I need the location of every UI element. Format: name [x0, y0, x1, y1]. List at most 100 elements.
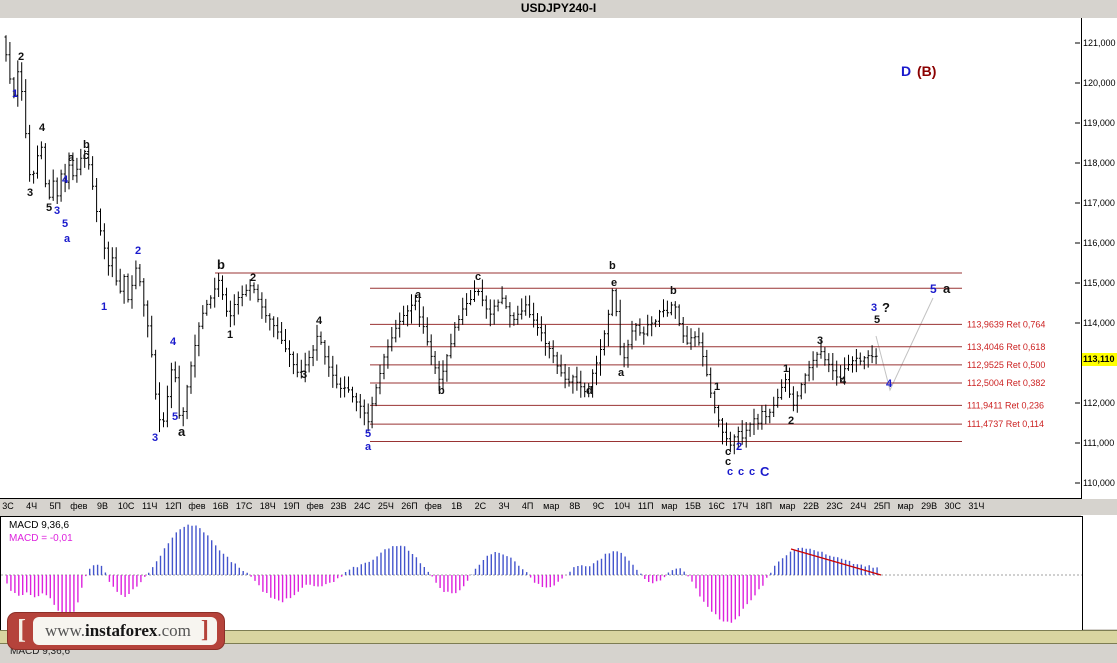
time-axis-label: 3Ч: [498, 501, 510, 511]
wave-label: c: [83, 150, 89, 162]
time-axis-label: 9В: [96, 501, 108, 511]
time-axis-label: 23В: [330, 501, 347, 511]
wave-label: b: [217, 257, 225, 272]
horizontal-scrollbar[interactable]: [0, 630, 1117, 644]
wave-label: 1: [12, 88, 18, 100]
wave-label: a: [943, 281, 951, 296]
wave-label: 3: [152, 432, 158, 444]
price-axis[interactable]: 113,110 121,000 120,000 119,000 118,000 117,…: [1081, 18, 1117, 629]
time-axis-label: фев: [424, 501, 442, 511]
time-axis-label: 4П: [521, 501, 534, 511]
wave-label: 3: [27, 187, 33, 199]
time-axis-label: мар: [897, 501, 914, 511]
price-axis-label: 116,000: [1083, 238, 1115, 248]
time-axis-label: 11Ч: [142, 501, 158, 511]
wave-label: b: [438, 385, 445, 397]
fib-label: 111,4737 Ret 0,114: [967, 419, 1044, 429]
macd-trendline: [790, 548, 882, 576]
wave-label: 5: [172, 411, 178, 423]
wave-label: b: [83, 139, 90, 151]
wave-label: 1: [714, 381, 720, 393]
price-axis-label: 115,000: [1083, 278, 1115, 288]
wave-label: ?: [882, 300, 890, 315]
fib-label: 112,9525 Ret 0,500: [967, 360, 1045, 370]
time-axis-label: фев: [306, 501, 324, 511]
wave-label: a: [68, 152, 75, 164]
time-axis-label: 25П: [873, 501, 891, 511]
wave-label: a: [365, 441, 372, 453]
wave-label: e: [611, 277, 617, 289]
macd-histogram-layer: [1, 524, 1082, 623]
wave-label: 3: [54, 205, 60, 217]
wave-label: 4: [62, 174, 69, 186]
wave-label: 5: [46, 202, 52, 214]
wave-label: c: [475, 271, 481, 283]
price-axis-label: 114,000: [1083, 318, 1115, 328]
time-axis-label: 15В: [684, 501, 701, 511]
time-axis-label: 17С: [235, 501, 253, 511]
wave-label: a: [64, 233, 71, 245]
time-axis-label: 3С: [2, 501, 14, 511]
wave-label: a: [618, 367, 625, 379]
wave-label: 1: [783, 363, 789, 375]
time-axis-label: 29В: [921, 501, 938, 511]
wave-label: c: [725, 446, 731, 458]
projection-path: [875, 297, 934, 392]
time-axis-label: 10Ч: [614, 501, 631, 511]
time-axis-label: мар: [779, 501, 796, 511]
wave-label: 4: [886, 378, 893, 390]
logo-url: www. instaforex .com ]: [33, 617, 217, 645]
time-axis-label: 30С: [944, 501, 962, 511]
wave-label: c: [738, 466, 744, 478]
fib-label: 112,5004 Ret 0,382: [967, 378, 1045, 388]
time-axis-label: 5П: [49, 501, 61, 511]
macd-negative-bars: [6, 575, 768, 623]
wave-label: 2: [736, 441, 742, 453]
time-axis-label: 24С: [354, 501, 371, 511]
wave-label: 4: [840, 375, 847, 387]
time-axis-label: 12П: [165, 501, 182, 511]
wave-label: c: [727, 466, 733, 478]
time-axis[interactable]: 3С 4Ч 5П фев 9В 10С 11Ч 12П фев 16В 17С 18Ч 19П фев 23…: [0, 499, 1117, 515]
wave-label: 4: [170, 336, 177, 348]
wave-label: 3: [301, 369, 307, 381]
time-axis-label: 10С: [117, 501, 135, 511]
macd-panel[interactable]: MACD 9,36,6 MACD = -0,01: [0, 516, 1083, 631]
ohlc-bars: [4, 35, 878, 455]
time-axis-label: 8В: [569, 501, 581, 511]
wave-label: 5: [874, 314, 880, 326]
chart-canvas[interactable]: 113,9639 Ret 0,764 113,4046 Ret 0,618 112,…: [0, 18, 1082, 499]
time-axis-label: 22В: [803, 501, 820, 511]
time-axis-label: мар: [543, 501, 560, 511]
wave-label: 4: [39, 122, 46, 134]
macd-indicator-label: MACD 9,36,6: [9, 520, 70, 531]
wave-label: C: [760, 464, 770, 479]
wave-label: 1: [227, 329, 233, 341]
wave-label: 4: [316, 315, 323, 327]
fib-label: 111,9411 Ret 0,236: [967, 400, 1044, 410]
wave-label: d: [586, 385, 593, 397]
time-axis-label: 11П: [637, 501, 654, 511]
wave-label: D: [901, 63, 911, 79]
logo-open-bracket: [: [17, 614, 26, 644]
time-axis-label: 1В: [451, 501, 463, 511]
time-axis-label: 26П: [401, 501, 418, 511]
wave-label: 5: [62, 218, 68, 230]
time-axis-label: 18Ч: [259, 501, 276, 511]
time-axis-label: фев: [188, 501, 206, 511]
macd-value-label: MACD = -0,01: [9, 533, 73, 544]
wave-label: 2: [18, 51, 24, 63]
wave-label: c: [749, 466, 755, 478]
time-axis-label: 4Ч: [26, 501, 38, 511]
current-price-tag: 113,110: [1081, 352, 1117, 366]
time-axis-label: фев: [70, 501, 88, 511]
page-title: USDJPY240-I: [520, 1, 597, 15]
time-axis-label: 16В: [212, 501, 229, 511]
instaforex-logo: [ www. instaforex .com ]: [8, 613, 224, 649]
price-axis-label: 112,000: [1083, 398, 1115, 408]
time-axis-label: 2С: [474, 501, 487, 511]
wave-label: a: [415, 289, 422, 301]
wave-label: 1: [101, 301, 107, 313]
price-axis-label: 119,000: [1083, 118, 1115, 128]
wave-label: 2: [788, 415, 794, 427]
